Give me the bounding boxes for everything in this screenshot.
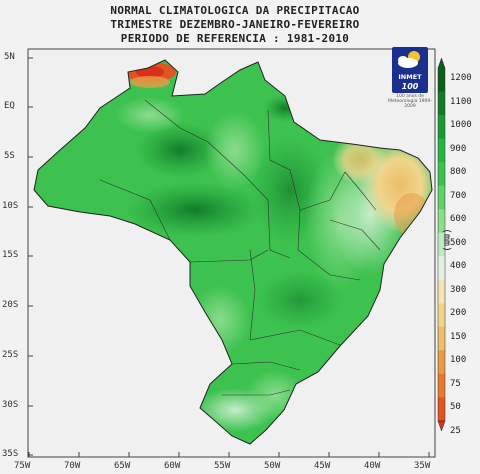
lat-label: 10S	[2, 201, 19, 211]
lon-label: 60W	[164, 461, 181, 471]
lat-label: 5N	[4, 52, 15, 62]
lon-label: 70W	[64, 461, 81, 471]
lat-label: 25S	[2, 350, 19, 360]
colorbar-segment	[438, 326, 445, 351]
lon-label: 35W	[414, 461, 431, 471]
colorbar-segment	[438, 91, 445, 116]
colorbar-unit: (mm)	[441, 228, 452, 253]
colorbar-tick-label: 700	[450, 190, 467, 201]
lat-label: 30S	[2, 400, 19, 410]
colorbar-segment	[438, 209, 445, 234]
colorbar-tick-label: 25	[450, 426, 461, 436]
lon-label: 50W	[264, 461, 281, 471]
colorbar-frame	[437, 67, 446, 422]
colorbar-tick-label: 1000	[450, 120, 472, 131]
colorbar-tick-label: 300	[450, 284, 467, 295]
lon-label: 65W	[114, 461, 131, 471]
logo-subtitle: 100 anos de Meteorologia 1909-2009	[388, 94, 432, 109]
colorbar-tick-label: 75	[450, 378, 461, 389]
lat-label: 35S	[2, 449, 19, 459]
lon-label: 55W	[214, 461, 231, 471]
lat-label: EQ	[4, 101, 15, 111]
colorbar-tick-label: 800	[450, 167, 467, 178]
colorbar-tick-label: 200	[450, 308, 467, 319]
colorbar-max-arrow	[437, 57, 446, 69]
lon-label: 45W	[314, 461, 331, 471]
colorbar-tick-label: 900	[450, 143, 467, 154]
lat-label: 20S	[2, 300, 19, 310]
colorbar-segment	[438, 350, 445, 375]
colorbar-segment	[438, 256, 445, 281]
colorbar	[437, 57, 446, 432]
colorbar-segment	[438, 279, 445, 304]
colorbar-segment	[438, 115, 445, 140]
lon-ticks	[28, 452, 430, 457]
logo-name: INMET	[398, 73, 422, 81]
inmet-logo: INMET 100	[392, 47, 428, 93]
colorbar-tick-label: 1200	[450, 73, 472, 83]
colorbar-tick-label: 600	[450, 214, 467, 225]
colorbar-segment	[438, 162, 445, 187]
colorbar-tick-label: 150	[450, 331, 467, 342]
brazil-outline	[33, 59, 433, 445]
colorbar-tick-label: 1100	[450, 96, 472, 107]
colorbar-segment	[438, 138, 445, 163]
colorbar-segment	[438, 303, 445, 328]
colorbar-min-arrow	[437, 420, 446, 432]
title-line-2: TRIMESTRE DEZEMBRO-JANEIRO-FEVEREIRO	[110, 18, 360, 31]
lat-label: 15S	[2, 250, 19, 260]
colorbar-segment	[438, 232, 445, 257]
colorbar-tick-label: 400	[450, 261, 467, 272]
lon-label: 40W	[364, 461, 381, 471]
title-line-1: NORMAL CLIMATOLOGICA DA PRECIPITACAO	[110, 4, 360, 17]
state-borders	[99, 99, 381, 396]
colorbar-tick-label: 100	[450, 355, 467, 366]
colorbar-tick-label: 500	[450, 237, 467, 248]
cloud-sun-icon	[398, 51, 420, 68]
title-line-3: PERIODO DE REFERENCIA : 1981-2010	[120, 32, 350, 45]
colorbar-segment	[438, 373, 445, 398]
colorbar-tick-label: 50	[450, 402, 461, 413]
colorbar-segment	[438, 185, 445, 210]
logo-anniversary: 100	[401, 82, 419, 91]
lat-ticks	[28, 57, 33, 456]
colorbar-segment	[438, 68, 445, 93]
lat-label: 5S	[4, 151, 15, 161]
lon-label: 75W	[14, 461, 31, 471]
colorbar-segment	[438, 397, 445, 422]
